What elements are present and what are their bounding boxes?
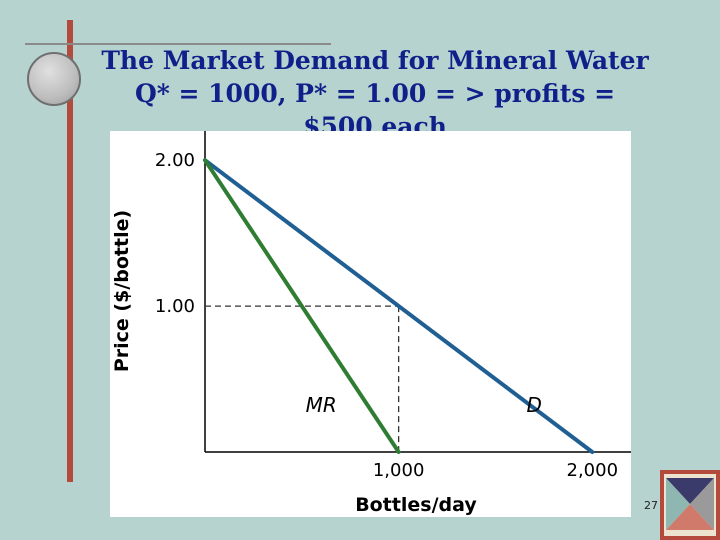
decorative-circle (27, 52, 81, 106)
x-tick-label: 1,000 (373, 460, 425, 481)
x-tick-label: 2,000 (567, 460, 619, 481)
series-line-d (203, 158, 595, 454)
decorative-emblem-icon (660, 470, 720, 540)
y-axis-label: Price ($/bottle) (111, 210, 133, 372)
y-tick-label: 2.00 (155, 150, 195, 171)
accent-vertical-bar (67, 20, 73, 482)
series-label-mr: MR (306, 393, 337, 417)
series-line-mr (203, 158, 401, 454)
title-line-1: The Market Demand for Mineral Water (101, 46, 649, 75)
title-line-2: Q* = 1000, P* = 1.00 = > profits = (134, 79, 616, 108)
y-tick-label: 1.00 (155, 296, 195, 317)
chart-panel: 1.00 2.00 1,000 2,000 MR D Bottles/day P… (110, 131, 631, 517)
x-axis-label: Bottles/day (355, 494, 477, 516)
accent-horizontal-line (25, 43, 331, 45)
page-number: 27 (644, 499, 658, 512)
chart: 1.00 2.00 1,000 2,000 MR D Bottles/day P… (111, 131, 631, 516)
slide-title: The Market Demand for Mineral Water Q* =… (80, 44, 670, 143)
series-label-d: D (526, 393, 541, 417)
